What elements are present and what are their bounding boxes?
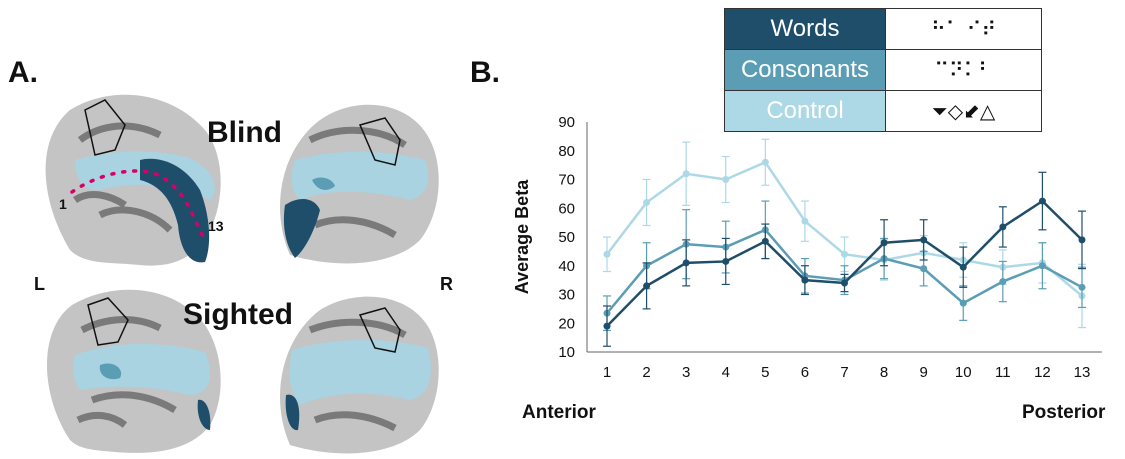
y-tick-label: 50 (558, 229, 575, 246)
data-point (801, 217, 809, 225)
data-point (999, 223, 1007, 231)
x-tick-label: 4 (722, 364, 730, 381)
x-tick-label: 9 (919, 364, 927, 381)
data-point (1038, 197, 1046, 205)
right-hemisphere-label: R (440, 274, 453, 294)
y-tick-label: 10 (558, 344, 575, 361)
series-words (603, 171, 1086, 347)
anterior-label: Anterior (522, 402, 596, 423)
brain-blind-right (280, 104, 439, 264)
data-point (1078, 236, 1086, 244)
blind-title: Blind (207, 116, 282, 149)
y-tick-label: 70 (558, 172, 575, 189)
x-tick-label: 7 (840, 364, 848, 381)
legend-braille-sample: ⠓⠁ ⠊⠞ (885, 8, 1042, 50)
x-tick-label: 2 (642, 364, 650, 381)
data-point (761, 237, 769, 245)
brain-sighted-left (47, 289, 221, 453)
data-point (959, 299, 967, 307)
data-point (959, 263, 967, 271)
legend-row: Consonants ⠉⠝⠅⠃ (724, 49, 1042, 91)
data-point (761, 158, 769, 166)
panel-a-label: A. (8, 56, 38, 89)
x-tick-label: 5 (761, 364, 769, 381)
data-point (801, 276, 809, 284)
chart-series (603, 138, 1086, 347)
x-tick-label: 12 (1034, 364, 1051, 381)
x-tick-label: 8 (880, 364, 888, 381)
data-point (643, 282, 651, 290)
y-tick-label: 80 (558, 143, 575, 160)
brain-renderings (45, 94, 439, 454)
x-tick-label: 6 (801, 364, 809, 381)
data-point (682, 259, 690, 267)
x-tick-label: 10 (955, 364, 972, 381)
sighted-title: Sighted (183, 298, 293, 331)
y-tick-label: 60 (558, 200, 575, 217)
panel-b-label: B. (470, 56, 500, 89)
data-point (920, 265, 928, 273)
legend-label: Consonants (724, 49, 886, 91)
y-axis-label: Average Beta (512, 179, 532, 294)
y-tick-label: 90 (558, 114, 575, 131)
x-tick-label: 3 (682, 364, 690, 381)
roi-end-label: 13 (208, 218, 224, 234)
data-point (920, 236, 928, 244)
left-hemisphere-label: L (34, 274, 45, 294)
data-point (682, 170, 690, 178)
data-point (1038, 262, 1046, 270)
x-tick-label: 11 (995, 364, 1011, 381)
brain-blind-left (45, 94, 221, 266)
data-point (841, 279, 848, 287)
data-point (643, 199, 651, 206)
data-point (841, 250, 848, 258)
data-point (722, 176, 730, 183)
x-tick-label: 13 (1074, 364, 1091, 381)
legend-label: Control (724, 90, 886, 132)
y-tick-label: 40 (558, 258, 575, 275)
y-tick-label: 20 (558, 315, 575, 332)
legend-label: Words (724, 8, 886, 50)
roi-start-label: 1 (59, 196, 67, 212)
data-point (603, 322, 611, 330)
brain-sighted-right (280, 296, 439, 454)
data-point (999, 278, 1007, 286)
legend-row: Control ⏷◇⬋△ (724, 90, 1042, 132)
data-point (603, 250, 611, 258)
legend-braille-sample: ⏷◇⬋△ (885, 90, 1042, 132)
posterior-label: Posterior (1022, 402, 1106, 423)
x-tick-label: 1 (603, 364, 611, 381)
series-control (603, 138, 1086, 329)
y-tick-label: 30 (558, 287, 575, 304)
legend-row: Words ⠓⠁ ⠊⠞ (724, 8, 1042, 50)
data-point (1078, 283, 1086, 291)
data-point (880, 239, 888, 247)
legend-braille-sample: ⠉⠝⠅⠃ (885, 49, 1042, 91)
data-point (722, 257, 730, 265)
legend-table: Words ⠓⠁ ⠊⠞ Consonants ⠉⠝⠅⠃ Control ⏷◇⬋△ (724, 8, 1042, 132)
